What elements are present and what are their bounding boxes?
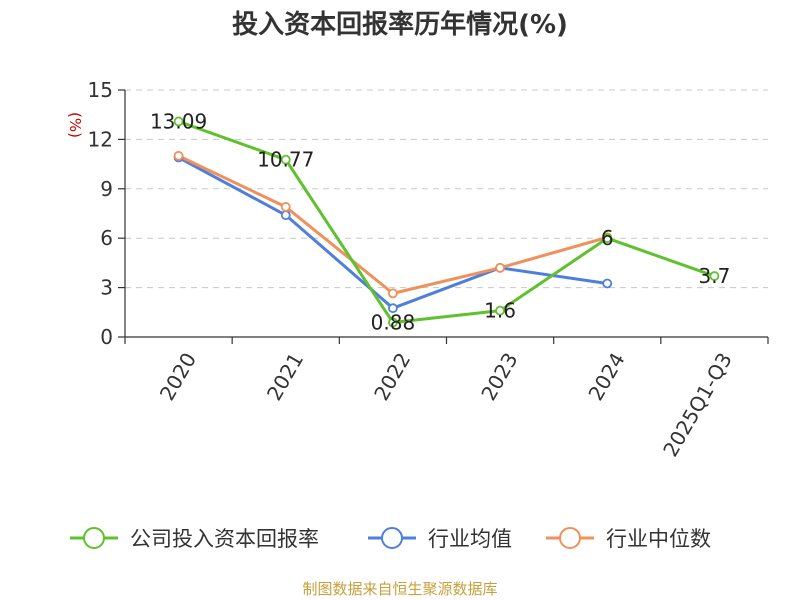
legend-label: 公司投入资本回报率 (130, 527, 319, 551)
legend-marker (559, 527, 581, 549)
y-tick-label: 12 (88, 127, 113, 151)
data-label: 10.77 (257, 148, 314, 172)
y-axis-unit-label: (%) (66, 112, 84, 138)
data-point (388, 317, 398, 328)
data-point (388, 303, 398, 314)
chart-title: 投入资本回报率历年情况(%) (232, 10, 568, 40)
data-point (602, 233, 613, 244)
data-point (495, 262, 505, 273)
source-note: 制图数据来自恒生聚源数据库 (302, 580, 498, 598)
x-tick-label: 2025Q1-Q3 (658, 349, 737, 461)
data-point (280, 154, 291, 165)
data-label: 6 (601, 226, 614, 250)
y-tick-label: 15 (88, 78, 113, 102)
data-labels: 13.09 10.77 0.88 1.6 6 3.7 (150, 109, 730, 334)
data-label: 0.88 (371, 311, 416, 335)
data-label: 3.7 (699, 264, 731, 288)
data-point (388, 288, 398, 299)
data-point (280, 202, 291, 212)
x-tick-label: 2020 (155, 349, 201, 405)
data-point (280, 210, 291, 221)
axes (124, 90, 768, 338)
y-tick-label: 0 (100, 325, 113, 349)
x-axis-ticks: 2020 2021 2022 2023 2024 2025Q1-Q3 (124, 337, 769, 461)
legend-marker (381, 527, 403, 549)
legend-label: 行业中位数 (606, 527, 711, 551)
y-tick-label: 6 (100, 226, 113, 250)
data-point (173, 116, 184, 127)
legend-marker (83, 527, 105, 549)
data-label: 13.09 (150, 109, 207, 133)
y-tick-label: 3 (100, 276, 113, 300)
grid-lines (125, 89, 768, 289)
data-point (173, 150, 184, 161)
data-point (709, 271, 720, 281)
y-axis-ticks: 0 3 6 9 12 15 (88, 78, 125, 349)
series-points (173, 116, 720, 328)
series-line-1 (177, 156, 608, 310)
data-label: 1.6 (484, 299, 516, 323)
legend: 公司投入资本回报率 行业均值 行业中位数 (70, 527, 711, 551)
y-tick-label: 9 (100, 177, 113, 201)
data-point (495, 305, 505, 316)
x-tick-label: 2021 (262, 349, 308, 405)
legend-label: 行业均值 (428, 527, 512, 551)
x-tick-label: 2024 (583, 349, 629, 405)
series-line-0 (178, 120, 715, 325)
x-tick-label: 2022 (369, 349, 415, 405)
x-tick-label: 2023 (476, 349, 522, 405)
data-point (602, 278, 613, 289)
